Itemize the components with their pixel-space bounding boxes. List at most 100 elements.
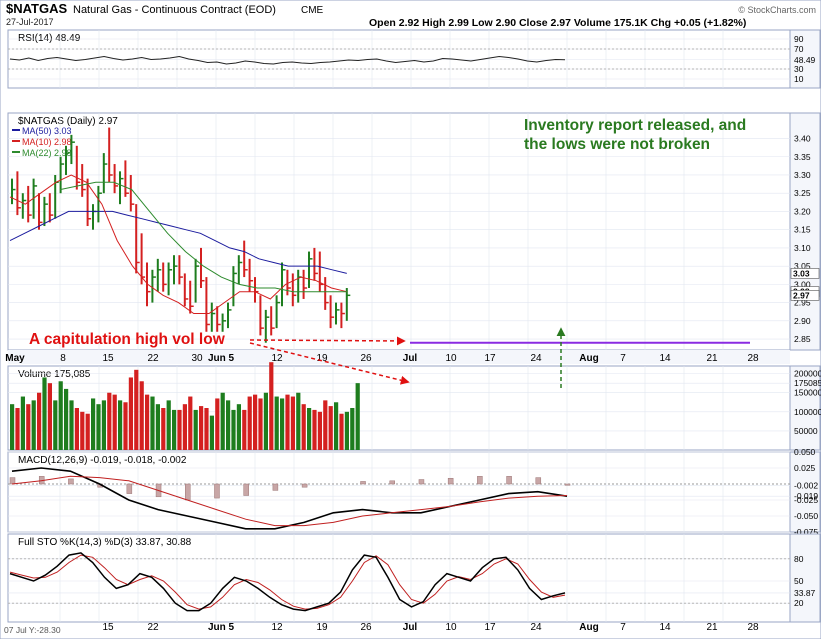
legend-swatch <box>12 151 20 153</box>
macd-axis-bg <box>789 451 821 533</box>
header-exchange: CME <box>301 5 324 16</box>
volume-bar <box>166 400 171 450</box>
volume-bar <box>199 406 204 450</box>
volume-axis-bg <box>789 365 821 451</box>
rsi-title: RSI(14) 48.49 <box>18 33 81 44</box>
volume-bar <box>182 404 187 450</box>
date-axis-label: 28 <box>747 353 759 364</box>
price-panel: $NATGAS (Daily) 2.97 2.85 2.90 2.95 3.00 3.05… <box>5 112 821 364</box>
macd-histogram-bar <box>272 483 279 491</box>
volume-bar <box>139 381 144 450</box>
volume-bar <box>91 398 96 450</box>
volume-bar <box>26 404 31 450</box>
volume-bar <box>285 394 290 450</box>
volume-bar <box>128 377 133 450</box>
volume-tick-label: 175085 <box>794 378 821 388</box>
macd-histogram-bar <box>477 476 483 485</box>
volume-bar <box>74 408 79 450</box>
sto-date-label: 22 <box>147 622 159 633</box>
sto-date-label: 15 <box>102 622 114 633</box>
volume-bar <box>231 409 236 450</box>
volume-bar <box>96 404 101 450</box>
macd-tick-label: -0.050 <box>794 511 818 521</box>
sto-date-label: 17 <box>484 622 496 633</box>
sto-tick-label: 80 <box>794 554 804 564</box>
volume-bar <box>118 400 123 450</box>
date-axis-label: 14 <box>659 353 671 364</box>
price-right-label: 2.97 <box>793 290 810 300</box>
volume-bar <box>47 383 52 450</box>
legend-entry: MA(22) 2.98 <box>22 148 72 158</box>
price-right-label-box <box>790 268 820 279</box>
volume-bar <box>10 404 15 450</box>
annotation-arrows <box>249 327 566 388</box>
stochastic-panel: Full STO %K(14,3) %D(3) 33.87, 30.88 2033… <box>7 533 821 633</box>
capitulation-arrow-price <box>249 336 406 346</box>
volume-bar <box>31 400 36 450</box>
macd-tick-label: -0.025 <box>794 495 818 505</box>
volume-bar <box>312 409 317 450</box>
volume-bar <box>172 409 177 450</box>
legend-swatch <box>12 140 20 142</box>
sto-date-label: 26 <box>360 622 372 633</box>
ma22-line <box>59 181 347 293</box>
sto-tick-label: 20 <box>794 598 804 608</box>
watermark: © StockCharts.com <box>738 5 816 15</box>
date-axis-label: 22 <box>147 353 159 364</box>
macd-tick-label: -0.019 <box>794 491 818 501</box>
volume-bar <box>301 404 306 450</box>
price-tick-label: 3.40 <box>794 134 811 144</box>
price-tick-label: 3.05 <box>794 261 811 271</box>
volume-title: Volume 175,085 <box>18 369 91 380</box>
volume-bar <box>296 392 301 450</box>
capitulation-arrow-volume <box>249 342 410 385</box>
volume-bar <box>242 409 247 450</box>
price-tick-label: 3.00 <box>794 279 811 289</box>
volume-bar <box>323 400 328 450</box>
volume-bar <box>247 396 252 450</box>
date-axis-bg <box>8 350 790 364</box>
sto-tick-label: 50 <box>794 576 804 586</box>
rsi-tick-label: 30 <box>794 64 804 74</box>
price-tick-label: 3.10 <box>794 243 811 253</box>
volume-tick-label: 200000 <box>794 369 821 379</box>
legend-swatch <box>12 129 20 131</box>
price-tick-label: 2.90 <box>794 316 811 326</box>
date-axis-label: 24 <box>530 353 542 364</box>
volume-bar <box>53 400 58 450</box>
macd-histogram-bar <box>564 483 571 486</box>
volume-bar <box>280 398 285 450</box>
macd-histogram-bar <box>243 483 249 496</box>
date-axis-label: Jul <box>403 353 418 364</box>
sto-title: Full STO %K(14,3) %D(3) 33.87, 30.88 <box>18 537 192 548</box>
sto-date-label: 24 <box>530 622 542 633</box>
volume-bar <box>209 415 214 450</box>
date-axis-label: 12 <box>271 353 283 364</box>
ma50-line <box>9 210 347 274</box>
macd-histogram-bar <box>301 483 308 488</box>
volume-bar <box>350 408 355 450</box>
macd-histogram-bar <box>447 477 454 485</box>
header-date: 27-Jul-2017 <box>6 17 54 27</box>
macd-histogram-bar <box>535 477 542 485</box>
rsi-tick-label: 48.49 <box>794 55 816 65</box>
volume-bar <box>155 404 160 450</box>
price-tick-label: 3.25 <box>794 188 811 198</box>
legend-entry: MA(50) 3.03 <box>22 126 72 136</box>
date-axis-label: 30 <box>191 353 203 364</box>
price-tick-label: 2.95 <box>794 298 811 308</box>
macd-histogram-bar <box>418 479 425 485</box>
volume-bar <box>64 388 69 450</box>
volume-bar <box>80 411 85 450</box>
volume-bar <box>226 400 231 450</box>
inventory-annotation-line1: Inventory report released, and <box>524 117 746 134</box>
header-ohlc: Open 2.92 High 2.99 Low 2.90 Close 2.97 … <box>369 17 746 29</box>
sto-date-label: 21 <box>706 622 718 633</box>
volume-bar <box>253 394 258 450</box>
macd-histogram-bar <box>126 483 133 494</box>
footer-readout: 07 Jul Y:-28.30 <box>4 625 61 635</box>
macd-histogram-bar <box>214 483 220 499</box>
rsi-frame <box>7 29 791 89</box>
volume-bar <box>236 404 241 450</box>
macd-tick-label: 0.025 <box>794 463 816 473</box>
